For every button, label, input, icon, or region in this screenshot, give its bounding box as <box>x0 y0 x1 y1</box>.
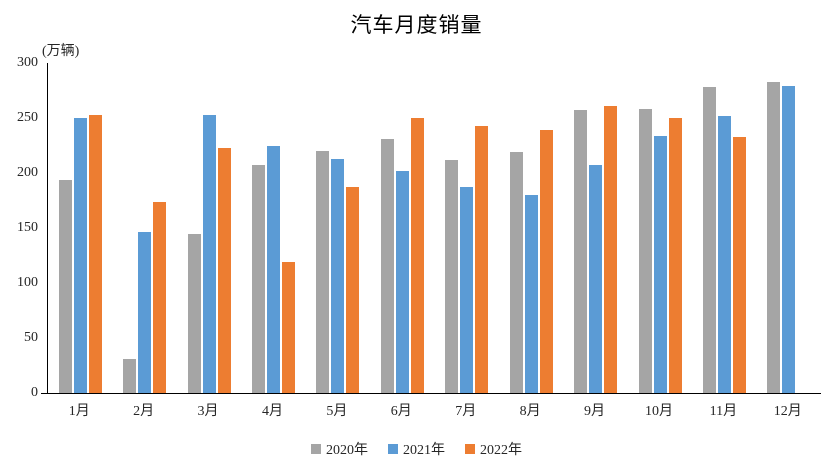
bar-2022年-6月 <box>410 118 424 393</box>
bar-2022年-9月 <box>604 105 618 393</box>
y-tick-label-150: 150 <box>17 220 38 235</box>
bar-group-2月 <box>112 63 176 393</box>
y-tick-label-100: 100 <box>17 275 38 290</box>
bar-2022年-7月 <box>475 125 489 393</box>
legend-item-2021年: 2021年 <box>388 439 445 459</box>
bar-2022年-2月 <box>153 201 167 393</box>
bar-group-5月 <box>306 63 370 393</box>
bar-2020年-1月 <box>58 179 72 393</box>
x-tick-label-10月: 10月 <box>644 404 673 419</box>
x-tick-label-9月: 9月 <box>584 404 606 419</box>
legend-label: 2021年 <box>403 443 445 458</box>
bar-2021年-1月 <box>73 118 87 393</box>
x-tick-label-5月: 5月 <box>326 404 348 419</box>
bar-group-12月 <box>757 63 821 393</box>
bar-2021年-2月 <box>138 232 152 393</box>
bar-2020年-10月 <box>638 109 652 393</box>
bar-2020年-7月 <box>445 159 459 393</box>
bar-group-4月 <box>241 63 305 393</box>
bar-2020年-9月 <box>574 110 588 393</box>
legend-swatch-icon <box>388 444 398 454</box>
bar-2020年-6月 <box>380 138 394 393</box>
bar-2021年-11月 <box>717 115 731 393</box>
y-tick-label-250: 250 <box>17 110 38 125</box>
bar-2021年-3月 <box>202 114 216 393</box>
plot-area <box>41 63 821 394</box>
x-tick-label-1月: 1月 <box>68 404 90 419</box>
legend-swatch-icon <box>311 444 321 454</box>
y-tick-label-50: 50 <box>24 330 38 345</box>
bar-2020年-5月 <box>316 151 330 393</box>
y-tick-label-300: 300 <box>17 55 38 70</box>
origin-tick <box>41 393 48 394</box>
bar-2022年-11月 <box>732 136 746 393</box>
x-tick-label-8月: 8月 <box>519 404 541 419</box>
y-tick-label-200: 200 <box>17 165 38 180</box>
bar-groups <box>48 63 821 393</box>
x-tick-label-3月: 3月 <box>197 404 219 419</box>
bar-2020年-8月 <box>509 152 523 393</box>
bar-2021年-8月 <box>524 195 538 393</box>
bar-group-10月 <box>628 63 692 393</box>
bar-2022年-10月 <box>668 118 682 393</box>
x-tick-label-4月: 4月 <box>261 404 283 419</box>
bar-2022年-8月 <box>539 130 553 393</box>
legend-item-2022年: 2022年 <box>465 439 522 459</box>
bar-2021年-6月 <box>395 170 409 393</box>
bar-group-8月 <box>499 63 563 393</box>
bar-2021年-4月 <box>266 145 280 393</box>
legend-label: 2020年 <box>326 443 368 458</box>
x-tick-label-11月: 11月 <box>709 404 738 419</box>
x-tick-label-2月: 2月 <box>133 404 155 419</box>
bar-2021年-10月 <box>653 135 667 393</box>
bar-2021年-5月 <box>331 158 345 393</box>
bar-group-9月 <box>563 63 627 393</box>
bar-group-1月 <box>48 63 112 393</box>
legend-swatch-icon <box>465 444 475 454</box>
bar-group-3月 <box>177 63 241 393</box>
x-tick-label-12月: 12月 <box>773 404 802 419</box>
bar-group-11月 <box>692 63 756 393</box>
bar-2021年-7月 <box>460 187 474 393</box>
bar-2020年-4月 <box>251 165 265 393</box>
y-axis-unit-label: (万辆) <box>42 44 80 59</box>
bar-2022年-1月 <box>88 114 102 393</box>
legend-item-2020年: 2020年 <box>311 439 368 459</box>
bar-2020年-3月 <box>187 233 201 393</box>
bar-2022年-5月 <box>346 187 360 393</box>
bar-2021年-12月 <box>782 86 796 393</box>
bar-group-6月 <box>370 63 434 393</box>
legend: 2020年 2021年 2022年 <box>0 439 833 459</box>
x-tick-label-7月: 7月 <box>455 404 477 419</box>
x-tick-label-6月: 6月 <box>390 404 412 419</box>
y-tick-label-0: 0 <box>31 385 38 400</box>
legend-label: 2022年 <box>480 443 522 458</box>
bar-group-7月 <box>435 63 499 393</box>
bar-2022年-4月 <box>281 262 295 393</box>
bar-2020年-11月 <box>702 87 716 393</box>
bar-2020年-12月 <box>767 81 781 393</box>
bar-2022年-3月 <box>217 147 231 393</box>
bar-2020年-2月 <box>123 358 137 393</box>
bar-2021年-9月 <box>589 165 603 393</box>
chart-title: 汽车月度销量 <box>350 13 483 37</box>
